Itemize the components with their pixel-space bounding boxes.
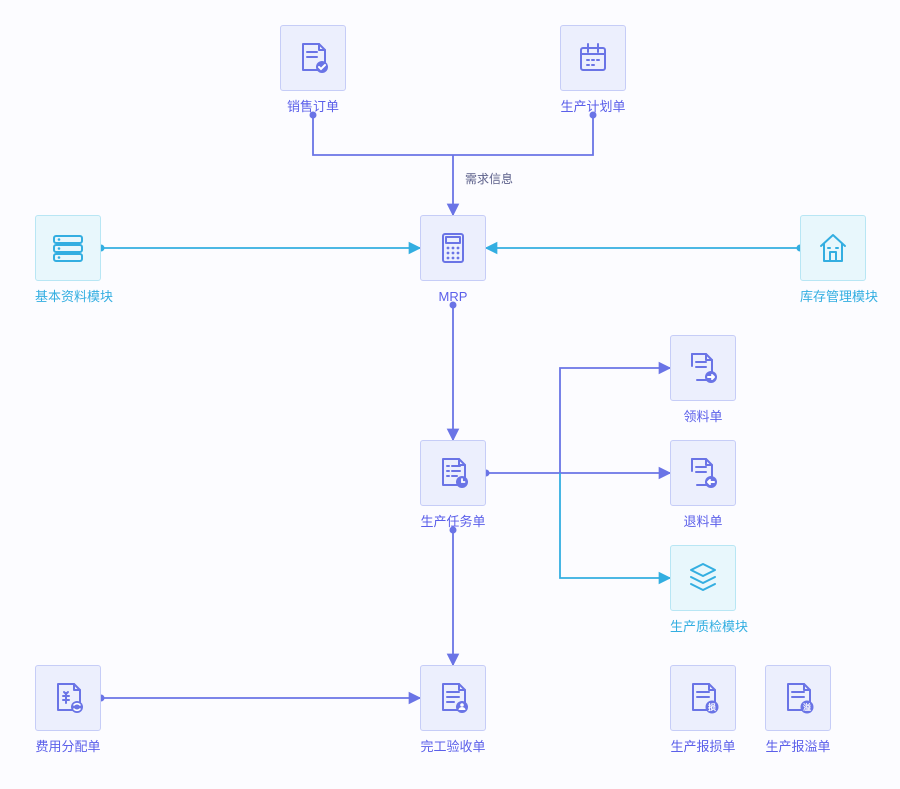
doc-arrow-in-icon <box>683 453 723 493</box>
svg-text:溢: 溢 <box>803 702 811 712</box>
node-label: MRP <box>420 289 486 305</box>
svg-text:损: 损 <box>708 702 716 712</box>
node-prod-task: 生产任务单 <box>420 440 486 530</box>
layers-icon <box>683 558 723 598</box>
house-icon <box>813 228 853 268</box>
doc-arrow-out-icon <box>683 348 723 388</box>
flowchart-canvas: 需求信息 销售订单 生产计划单 基本资料模块 MRP <box>0 0 900 789</box>
node-loss-report: 损生产报损单 <box>670 665 736 755</box>
server-icon <box>48 228 88 268</box>
edge-0 <box>313 115 593 155</box>
doc-check-icon <box>293 38 333 78</box>
doc-damage-icon: 损 <box>683 678 723 718</box>
node-overflow-report: 溢生产报溢单 <box>765 665 831 755</box>
node-basic-data: 基本资料模块 <box>35 215 101 305</box>
node-box <box>420 665 486 731</box>
node-prod-plan: 生产计划单 <box>560 25 626 115</box>
node-box: 损 <box>670 665 736 731</box>
node-cost-alloc: 费用分配单 <box>35 665 101 755</box>
node-mrp: MRP <box>420 215 486 305</box>
node-label: 生产任务单 <box>420 514 486 530</box>
doc-overflow-icon: 溢 <box>778 678 818 718</box>
edge-label-demand: 需求信息 <box>465 170 513 187</box>
calculator-icon <box>433 228 473 268</box>
node-box <box>670 440 736 506</box>
doc-clock-icon <box>433 453 473 493</box>
doc-money-icon <box>48 678 88 718</box>
node-label: 库存管理模块 <box>800 289 866 305</box>
node-box <box>420 215 486 281</box>
node-sales-order: 销售订单 <box>280 25 346 115</box>
node-box: 溢 <box>765 665 831 731</box>
node-box <box>35 215 101 281</box>
node-label: 费用分配单 <box>35 739 101 755</box>
node-box <box>35 665 101 731</box>
node-box <box>670 545 736 611</box>
node-inventory: 库存管理模块 <box>800 215 866 305</box>
node-completion: 完工验收单 <box>420 665 486 755</box>
node-label: 生产计划单 <box>560 99 626 115</box>
node-label: 领料单 <box>670 409 736 425</box>
calendar-icon <box>573 38 613 78</box>
node-label: 生产报溢单 <box>765 739 831 755</box>
node-label: 生产报损单 <box>670 739 736 755</box>
doc-person-icon <box>433 678 473 718</box>
node-box <box>560 25 626 91</box>
node-label: 退料单 <box>670 514 736 530</box>
node-label: 基本资料模块 <box>35 289 101 305</box>
node-return-list: 退料单 <box>670 440 736 530</box>
node-label: 完工验收单 <box>420 739 486 755</box>
node-box <box>420 440 486 506</box>
edge-7 <box>560 473 670 578</box>
node-box <box>800 215 866 281</box>
node-pick-list: 领料单 <box>670 335 736 425</box>
node-box <box>280 25 346 91</box>
node-qc: 生产质检模块 <box>670 545 736 635</box>
node-label: 销售订单 <box>280 99 346 115</box>
edge-5 <box>486 368 670 473</box>
node-box <box>670 335 736 401</box>
node-label: 生产质检模块 <box>670 619 736 635</box>
